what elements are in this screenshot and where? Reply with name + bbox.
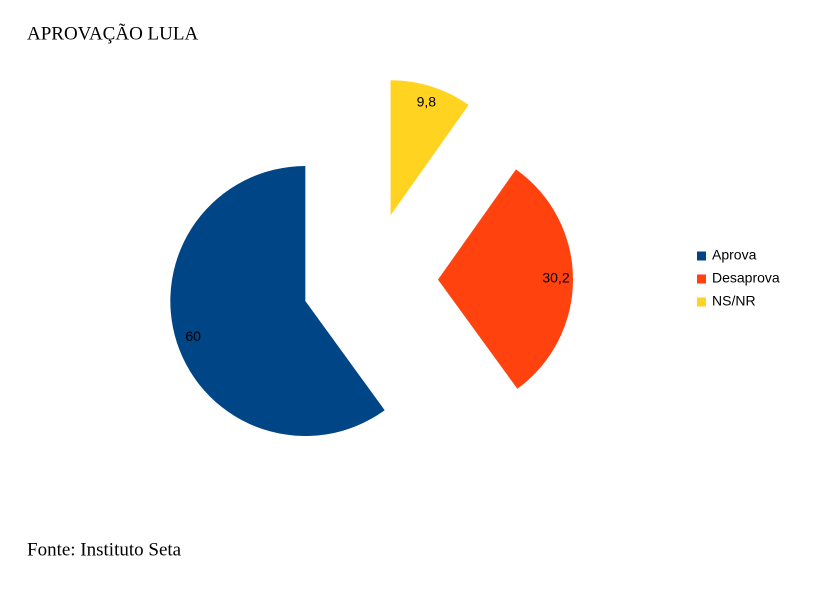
legend-swatch bbox=[697, 251, 706, 261]
chart-title: APROVAÇÃO LULA bbox=[27, 22, 198, 44]
pie-slice bbox=[170, 166, 385, 437]
pie-slice bbox=[390, 80, 469, 216]
legend-label: Aprova bbox=[712, 247, 757, 263]
data-label: 30,2 bbox=[542, 270, 569, 286]
pie-slice bbox=[437, 169, 573, 389]
source-note: Fonte: Instituto Seta bbox=[27, 539, 182, 560]
legend-label: NS/NR bbox=[712, 293, 756, 309]
legend-swatch bbox=[697, 274, 706, 284]
legend-swatch bbox=[697, 297, 706, 307]
data-label: 60 bbox=[185, 328, 201, 344]
legend-label: Desaprova bbox=[712, 270, 780, 286]
data-label: 9,8 bbox=[417, 93, 437, 109]
